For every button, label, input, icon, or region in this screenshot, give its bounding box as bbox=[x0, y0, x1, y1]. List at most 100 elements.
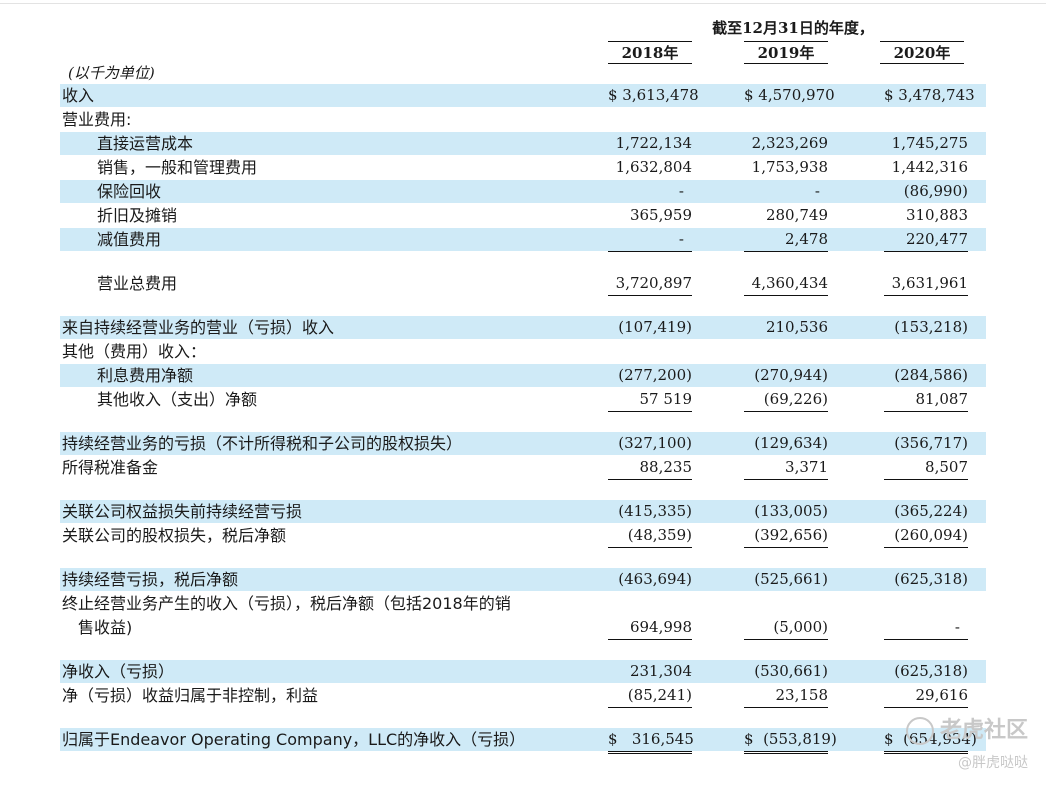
value-2020: (153,218) bbox=[894, 318, 968, 336]
row-label: 收入 bbox=[62, 86, 95, 105]
row-insurance-recoveries: 保险回收 - - (86,990) bbox=[60, 180, 986, 203]
year-header-2020: 2020年 bbox=[880, 41, 964, 64]
row-label: 净收入（亏损） bbox=[62, 662, 175, 681]
watermark-brand: 老虎社区 bbox=[905, 712, 1028, 745]
row-interest-expense: 利息费用净额 (277,200) (270,944) (284,586) bbox=[60, 364, 986, 387]
value-2020: - bbox=[884, 616, 968, 640]
value-2020: (625,318) bbox=[894, 662, 968, 680]
row-label: 折旧及摊销 bbox=[97, 206, 178, 225]
row-impairment: 减值费用 - 2,478 220,477 bbox=[60, 228, 986, 252]
value-2020: (356,717) bbox=[894, 434, 968, 452]
row-discontinued-ops: 终止经营业务产生的收入（亏损），税后净额（包括2018年的销 售收益) 694,… bbox=[60, 592, 986, 640]
value-2019: (525,661) bbox=[754, 570, 828, 588]
value-2019: (129,634) bbox=[754, 434, 828, 452]
value-2018: 3,720,897 bbox=[608, 272, 692, 296]
row-label-continued: 售收益) bbox=[78, 618, 133, 637]
period-header: 截至12月31日的年度， bbox=[712, 19, 874, 37]
row-direct-operating-costs: 直接运营成本 1,722,134 2,323,269 1,745,275 bbox=[60, 132, 986, 155]
value-2020: 1,442,316 bbox=[891, 158, 968, 176]
value-2019: (133,005) bbox=[754, 502, 828, 520]
unit-note: (以千为单位) bbox=[68, 64, 155, 82]
row-other-income-header: 其他（费用）收入： bbox=[60, 340, 986, 363]
value-2019: (69,226) bbox=[744, 388, 828, 412]
value-2020: 8,507 bbox=[884, 456, 968, 480]
value-2019: (270,944) bbox=[754, 366, 828, 384]
value-2018: (48,359) bbox=[608, 524, 692, 548]
value-2018: 365,959 bbox=[629, 206, 692, 224]
row-loss-before-equity-losses: 关联公司权益损失前持续经营亏损 (415,335) (133,005) (365… bbox=[60, 500, 986, 523]
row-label: 归属于Endeavor Operating Company，LLC的净收入（亏损… bbox=[62, 730, 526, 749]
value-2018: (85,241) bbox=[608, 684, 692, 708]
row-label: 营业总费用 bbox=[97, 274, 178, 293]
tiger-logo-icon bbox=[905, 717, 934, 745]
row-revenue: 收入 $ 3,613,478 $ 4,570,970 $ 3,478,743 bbox=[60, 84, 986, 107]
value-2018: (277,200) bbox=[618, 366, 692, 384]
value-2019: (5,000) bbox=[744, 616, 828, 640]
row-other-income-net: 其他收入（支出）净额 57 519 (69,226) 81,087 bbox=[60, 388, 986, 412]
value-2018: 1,722,134 bbox=[615, 134, 692, 152]
value-2018: (327,100) bbox=[618, 434, 692, 452]
value-2018: (415,335) bbox=[618, 502, 692, 520]
row-label: 其他收入（支出）净额 bbox=[97, 390, 258, 409]
value-2019: 23,158 bbox=[744, 684, 828, 708]
row-label: 利息费用净额 bbox=[97, 366, 194, 385]
value-2019: 3,371 bbox=[744, 456, 828, 480]
value-2020: 1,745,275 bbox=[891, 134, 968, 152]
value-2019: $ 4,570,970 bbox=[744, 86, 835, 104]
row-label: 来自持续经营业务的营业（亏损）收入 bbox=[62, 318, 335, 337]
row-net-income-attributable: 归属于Endeavor Operating Company，LLC的净收入（亏损… bbox=[60, 728, 986, 754]
row-loss-before-taxes: 持续经营业务的亏损（不计所得税和子公司的股权损失） (327,100) (129… bbox=[60, 432, 986, 455]
value-2020: 310,883 bbox=[905, 206, 968, 224]
row-label: 保险回收 bbox=[97, 182, 162, 201]
value-2020: $ 3,478,743 bbox=[884, 86, 975, 104]
value-2019: 1,753,938 bbox=[751, 158, 828, 176]
row-equity-losses-affiliates: 关联公司的股权损失，税后净额 (48,359) (392,656) (260,0… bbox=[60, 524, 986, 548]
row-label: 营业费用: bbox=[62, 110, 132, 129]
row-total-operating-expenses: 营业总费用 3,720,897 4,360,434 3,631,961 bbox=[60, 272, 986, 296]
value-2020: (260,094) bbox=[884, 524, 968, 548]
row-continuing-ops-loss-net: 持续经营亏损，税后净额 (463,694) (525,661) (625,318… bbox=[60, 568, 986, 591]
value-2018: 88,235 bbox=[608, 456, 692, 480]
year-header-2019: 2019年 bbox=[744, 41, 828, 64]
value-2020: 220,477 bbox=[884, 228, 968, 252]
value-2019: 2,323,269 bbox=[751, 134, 828, 152]
row-label: 持续经营亏损，税后净额 bbox=[62, 570, 239, 589]
value-2020: 3,631,961 bbox=[884, 272, 968, 296]
row-income-tax-provision: 所得税准备金 88,235 3,371 8,507 bbox=[60, 456, 986, 480]
value-2018: - bbox=[678, 182, 684, 200]
value-2018: 694,998 bbox=[608, 616, 692, 640]
value-2018: (107,419) bbox=[618, 318, 692, 336]
row-noncontrolling-interests: 净（亏损）收益归属于非控制，利益 (85,241) 23,158 29,616 bbox=[60, 684, 986, 708]
row-label: 终止经营业务产生的收入（亏损），税后净额（包括2018年的销 bbox=[62, 594, 511, 613]
value-2020: 81,087 bbox=[884, 388, 968, 412]
row-label: 所得税准备金 bbox=[62, 458, 159, 477]
value-2018: - bbox=[608, 228, 692, 252]
row-label: 直接运营成本 bbox=[97, 134, 194, 153]
value-2018: 231,304 bbox=[629, 662, 692, 680]
row-label: 关联公司的股权损失，税后净额 bbox=[62, 526, 287, 545]
value-2018: $ 3,613,478 bbox=[608, 86, 699, 104]
row-depreciation: 折旧及摊销 365,959 280,749 310,883 bbox=[60, 204, 986, 227]
year-header-2018: 2018年 bbox=[608, 41, 692, 64]
value-2019: 4,360,434 bbox=[744, 272, 828, 296]
value-2019: (530,661) bbox=[754, 662, 828, 680]
row-operating-income-loss: 来自持续经营业务的营业（亏损）收入 (107,419) 210,536 (153… bbox=[60, 316, 986, 339]
watermark-handle: @胖虎哒哒 bbox=[958, 755, 1028, 771]
value-2020: (86,990) bbox=[903, 182, 968, 200]
value-2019: 280,749 bbox=[765, 206, 828, 224]
value-2018: 1,632,804 bbox=[615, 158, 692, 176]
value-2018: (463,694) bbox=[618, 570, 692, 588]
value-2019: $ (553,819) bbox=[744, 728, 837, 754]
value-2018: $ 316,545 bbox=[608, 728, 694, 754]
value-2019: (392,656) bbox=[744, 524, 828, 548]
row-label: 持续经营业务的亏损（不计所得税和子公司的股权损失） bbox=[62, 434, 463, 453]
value-2020: (365,224) bbox=[894, 502, 968, 520]
value-2020: 29,616 bbox=[884, 684, 968, 708]
value-2018: 57 519 bbox=[608, 388, 692, 412]
row-label: 净（亏损）收益归属于非控制，利益 bbox=[62, 686, 319, 705]
row-net-income-loss: 净收入（亏损） 231,304 (530,661) (625,318) bbox=[60, 660, 986, 683]
value-2019: 2,478 bbox=[744, 228, 828, 252]
row-operating-expenses-header: 营业费用: bbox=[60, 108, 986, 131]
row-sga: 销售，一般和管理费用 1,632,804 1,753,938 1,442,316 bbox=[60, 156, 986, 179]
row-label: 其他（费用）收入： bbox=[62, 342, 207, 361]
